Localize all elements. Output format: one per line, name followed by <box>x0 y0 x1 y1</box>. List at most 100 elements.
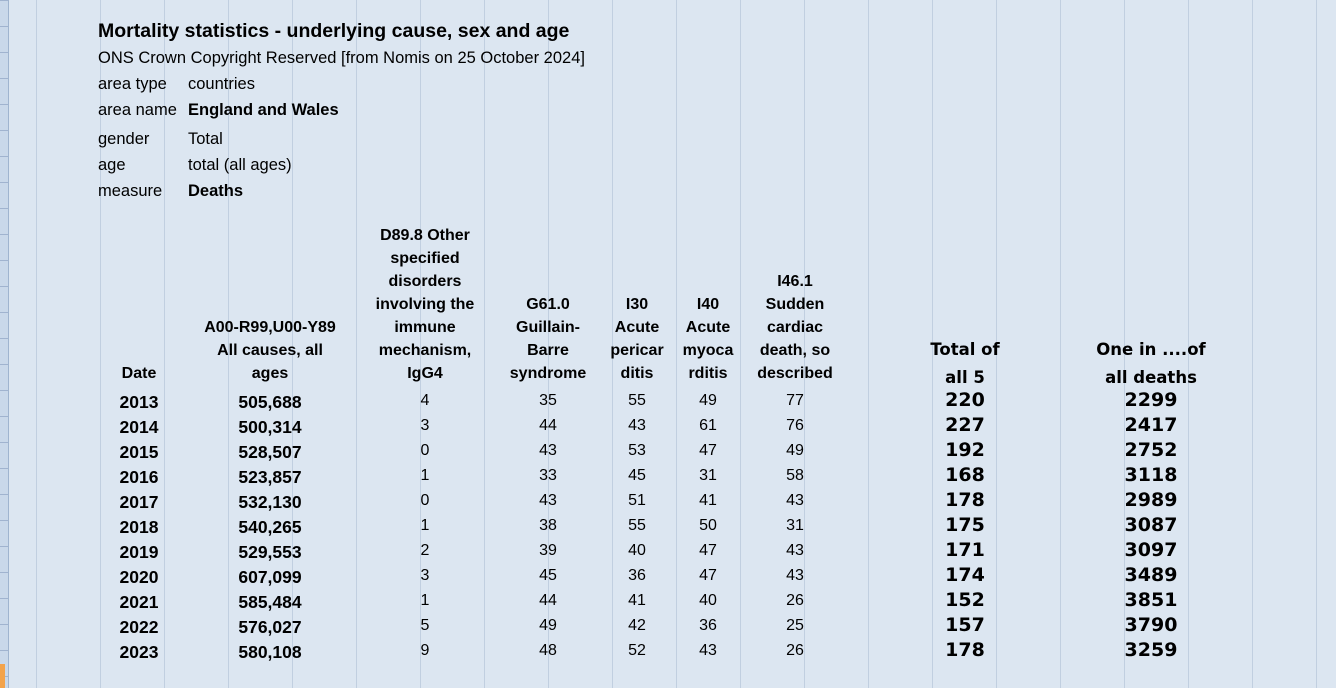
table-cell[interactable]: 45 <box>628 467 646 484</box>
meta-value[interactable]: Total <box>188 130 223 148</box>
table-cell[interactable]: 580,108 <box>238 642 302 662</box>
sheet-title[interactable]: Mortality statistics - underlying cause,… <box>98 20 570 42</box>
date-cell[interactable]: 2020 <box>119 567 159 587</box>
table-cell[interactable]: 528,507 <box>238 442 302 462</box>
table-cell[interactable]: 48 <box>539 642 557 659</box>
table-cell[interactable]: 3851 <box>1124 589 1178 611</box>
table-cell[interactable]: 152 <box>945 589 985 611</box>
table-cell[interactable]: 42 <box>628 617 646 634</box>
table-cell[interactable]: 5 <box>420 617 430 634</box>
table-cell[interactable]: 500,314 <box>238 417 302 437</box>
table-cell[interactable]: 178 <box>945 489 985 511</box>
table-cell[interactable]: 1 <box>420 467 430 484</box>
column-header[interactable]: I30 Acute pericar ditis <box>602 293 672 385</box>
table-cell[interactable]: 26 <box>786 592 804 609</box>
table-cell[interactable]: 220 <box>945 389 985 411</box>
table-cell[interactable]: 43 <box>539 442 557 459</box>
table-cell[interactable]: 192 <box>945 439 985 461</box>
table-cell[interactable]: 2752 <box>1124 439 1178 461</box>
table-cell[interactable]: 532,130 <box>238 492 302 512</box>
date-cell[interactable]: 2015 <box>119 442 159 462</box>
date-cell[interactable]: 2016 <box>119 467 159 487</box>
date-cell[interactable]: 2019 <box>119 542 159 562</box>
meta-key[interactable]: age <box>98 156 126 174</box>
table-cell[interactable]: 26 <box>786 642 804 659</box>
table-cell[interactable]: 3097 <box>1124 539 1178 561</box>
table-cell[interactable]: 35 <box>539 392 557 409</box>
table-cell[interactable]: 4 <box>420 392 430 409</box>
table-cell[interactable]: 227 <box>945 414 985 436</box>
date-cell[interactable]: 2014 <box>119 417 159 437</box>
table-cell[interactable]: 36 <box>628 567 646 584</box>
table-cell[interactable]: 43 <box>699 642 717 659</box>
table-cell[interactable]: 540,265 <box>238 517 302 537</box>
table-cell[interactable]: 51 <box>628 492 646 509</box>
table-cell[interactable]: 3259 <box>1124 639 1178 661</box>
table-cell[interactable]: 31 <box>699 467 717 484</box>
table-cell[interactable]: 168 <box>945 464 985 486</box>
table-cell[interactable]: 31 <box>786 517 804 534</box>
table-cell[interactable]: 576,027 <box>238 617 302 637</box>
column-header[interactable]: I46.1 Sudden cardiac death, so described <box>745 270 845 385</box>
table-cell[interactable]: 523,857 <box>238 467 302 487</box>
table-cell[interactable]: 0 <box>420 442 430 459</box>
table-cell[interactable]: 45 <box>539 567 557 584</box>
table-cell[interactable]: 77 <box>786 392 804 409</box>
table-cell[interactable]: 55 <box>628 517 646 534</box>
table-cell[interactable]: 47 <box>699 567 717 584</box>
table-cell[interactable]: 49 <box>786 442 804 459</box>
column-header[interactable]: D89.8 Other specified disorders involving t… <box>365 224 485 385</box>
table-cell[interactable]: 39 <box>539 542 557 559</box>
date-cell[interactable]: 2017 <box>119 492 159 512</box>
column-header[interactable]: A00-R99,U00-Y89 All causes, all ages <box>195 316 345 385</box>
meta-value[interactable]: England and Wales <box>188 101 339 119</box>
table-cell[interactable]: 0 <box>420 492 430 509</box>
table-cell[interactable]: 171 <box>945 539 985 561</box>
table-cell[interactable]: 41 <box>699 492 717 509</box>
table-cell[interactable]: 58 <box>786 467 804 484</box>
meta-key[interactable]: measure <box>98 182 163 200</box>
date-cell[interactable]: 2018 <box>119 517 159 537</box>
table-cell[interactable]: 505,688 <box>238 392 302 412</box>
table-cell[interactable]: 41 <box>628 592 646 609</box>
table-cell[interactable]: 9 <box>420 642 430 659</box>
date-cell[interactable]: 2022 <box>119 617 159 637</box>
table-cell[interactable]: 38 <box>539 517 557 534</box>
table-cell[interactable]: 52 <box>628 642 646 659</box>
date-cell[interactable]: 2013 <box>119 392 159 412</box>
table-cell[interactable]: 3489 <box>1124 564 1178 586</box>
table-cell[interactable]: 3790 <box>1124 614 1178 636</box>
table-cell[interactable]: 2299 <box>1124 389 1178 411</box>
table-cell[interactable]: 61 <box>699 417 717 434</box>
table-cell[interactable]: 3 <box>420 567 430 584</box>
table-cell[interactable]: 44 <box>539 417 557 434</box>
meta-key[interactable]: area name <box>98 101 177 119</box>
column-header[interactable]: I40 Acute myoca rditis <box>678 293 738 385</box>
source-line[interactable]: ONS Crown Copyright Reserved [from Nomis… <box>98 49 585 67</box>
column-header[interactable]: One in ....of all deaths <box>1071 336 1231 392</box>
table-cell[interactable]: 44 <box>539 592 557 609</box>
table-cell[interactable]: 43 <box>786 492 804 509</box>
table-cell[interactable]: 43 <box>786 567 804 584</box>
table-cell[interactable]: 1 <box>420 517 430 534</box>
table-cell[interactable]: 3 <box>420 417 430 434</box>
table-cell[interactable]: 607,099 <box>238 567 302 587</box>
column-header[interactable]: Total of all 5 <box>905 336 1025 392</box>
table-cell[interactable]: 33 <box>539 467 557 484</box>
table-cell[interactable]: 25 <box>786 617 804 634</box>
table-cell[interactable]: 157 <box>945 614 985 636</box>
meta-value[interactable]: total (all ages) <box>188 156 292 174</box>
table-cell[interactable]: 174 <box>945 564 985 586</box>
column-header[interactable]: G61.0 Guillain- Barre syndrome <box>498 293 598 385</box>
meta-key[interactable]: area type <box>98 75 167 93</box>
column-header[interactable]: Date <box>104 362 174 385</box>
table-cell[interactable]: 47 <box>699 542 717 559</box>
table-cell[interactable]: 49 <box>699 392 717 409</box>
date-cell[interactable]: 2021 <box>119 592 159 612</box>
table-cell[interactable]: 55 <box>628 392 646 409</box>
meta-value[interactable]: Deaths <box>188 182 244 200</box>
table-cell[interactable]: 43 <box>628 417 646 434</box>
table-cell[interactable]: 43 <box>539 492 557 509</box>
meta-key[interactable]: gender <box>98 130 150 148</box>
table-cell[interactable]: 36 <box>699 617 717 634</box>
